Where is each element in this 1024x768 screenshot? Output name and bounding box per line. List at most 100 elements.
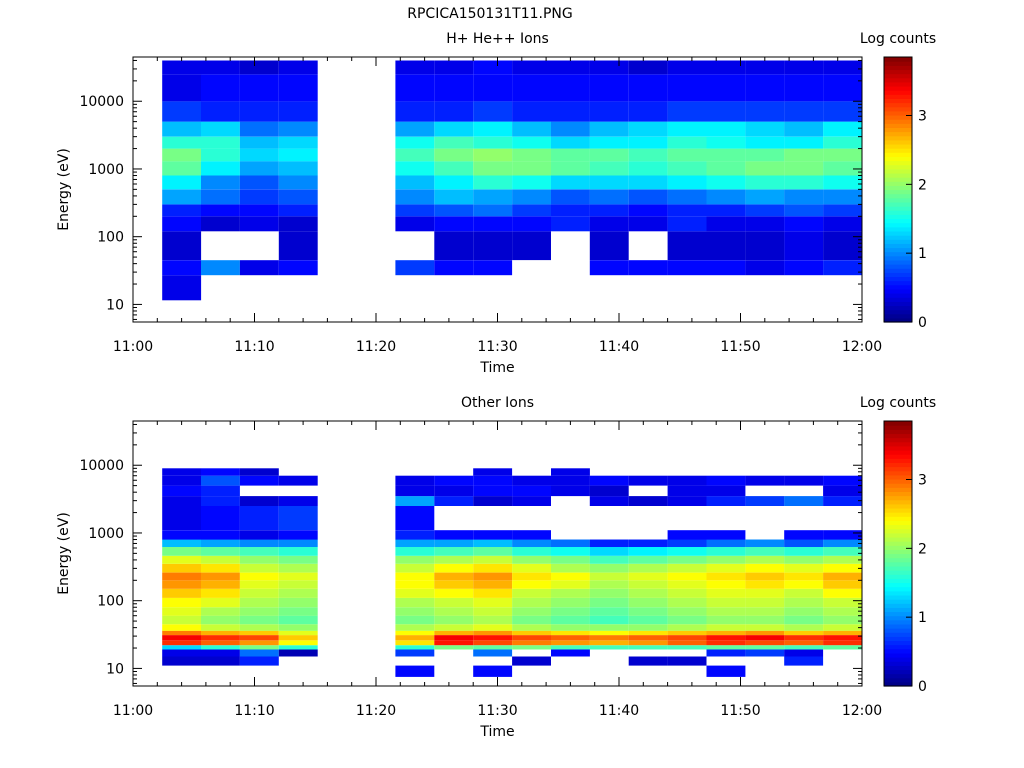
heatmap-cell: [395, 572, 435, 581]
heatmap-cell: [162, 649, 202, 657]
colorbar-step: [884, 429, 912, 435]
colorbar-step: [884, 218, 912, 224]
heatmap-cell: [706, 148, 746, 162]
heatmap-cell: [395, 121, 435, 137]
colorbar-step: [884, 243, 912, 249]
heatmap-cell: [512, 231, 551, 261]
heatmap-cell: [278, 136, 318, 149]
heatmap-cell: [706, 624, 746, 631]
heatmap-cell: [162, 496, 202, 506]
heatmap-cell: [784, 645, 824, 650]
heatmap-cell: [784, 189, 824, 205]
colorbar-step: [884, 90, 912, 95]
heatmap-cell: [512, 216, 551, 232]
heatmap-cell: [745, 597, 785, 608]
colorbar-tick-label: 1: [918, 610, 927, 626]
heatmap-cell: [551, 161, 590, 176]
heatmap-cell: [473, 74, 513, 102]
heatmap-cell: [512, 101, 551, 122]
heatmap-cell: [239, 74, 279, 102]
heatmap-cell: [395, 216, 435, 232]
x-tick-label: 11:40: [599, 703, 639, 719]
heatmap-cell: [745, 539, 785, 547]
heatmap-cell: [434, 607, 474, 616]
heatmap-cell: [162, 597, 202, 608]
heatmap-cell: [278, 101, 318, 122]
heatmap-cell: [784, 539, 824, 547]
heatmap-cell: [239, 136, 279, 149]
heatmap-cell: [278, 645, 318, 650]
heatmap-cell: [551, 588, 590, 598]
colorbar-step: [884, 268, 912, 273]
heatmap-cell: [395, 260, 435, 276]
heatmap-cell: [551, 74, 590, 102]
heatmap-cell: [706, 630, 746, 636]
colorbar-step: [884, 160, 912, 166]
heatmap-cell: [551, 148, 590, 162]
heatmap-cell: [434, 216, 474, 232]
colorbar-step: [884, 309, 912, 315]
heatmap-cell: [823, 630, 862, 636]
heatmap-cell: [201, 506, 240, 531]
heatmap-cell: [395, 547, 435, 556]
heatmap-cell: [823, 60, 862, 75]
heatmap-cell: [278, 547, 318, 556]
heatmap-cell: [667, 148, 707, 162]
heatmap-cell: [162, 101, 202, 122]
heatmap-cell: [823, 231, 862, 261]
heatmap-cell: [201, 624, 240, 631]
colorbar-step: [884, 640, 912, 646]
colorbar-step: [884, 574, 912, 579]
colorbar-step: [884, 264, 912, 269]
heatmap-cell: [628, 539, 668, 547]
colorbar-step: [884, 421, 912, 426]
heatmap-cell: [201, 656, 240, 666]
heatmap-cell: [667, 563, 707, 573]
colorbar-step: [884, 520, 912, 526]
heatmap-cell: [201, 468, 240, 476]
heatmap-cell: [551, 547, 590, 556]
y-tick-label: 1000: [88, 526, 124, 542]
colorbar-step: [884, 615, 912, 621]
y-tick-label: 1000: [88, 162, 124, 178]
x-tick-label: 11:50: [720, 703, 760, 719]
colorbar-step: [884, 607, 912, 613]
heatmap-cell: [395, 485, 435, 497]
colorbar-step: [884, 677, 912, 683]
heatmap-cell: [162, 216, 202, 232]
heatmap-cell: [667, 607, 707, 616]
heatmap-cell: [434, 630, 474, 636]
colorbar-step: [884, 168, 912, 174]
heatmap-cell: [239, 60, 279, 75]
heatmap-cell: [706, 645, 746, 650]
heatmap-cell: [628, 175, 668, 190]
heatmap-cell: [551, 475, 590, 486]
heatmap-cell: [823, 615, 862, 625]
colorbar-step: [884, 98, 912, 104]
heatmap-cell: [434, 530, 474, 540]
heatmap-cell: [201, 572, 240, 581]
colorbar-step: [884, 665, 912, 671]
y-axis-label: Energy (eV): [56, 512, 72, 595]
heatmap-cell: [823, 547, 862, 556]
heatmap-cell: [706, 615, 746, 625]
heatmap-cell: [512, 175, 551, 190]
heatmap-cell: [667, 189, 707, 205]
heatmap-cell: [395, 624, 435, 631]
heatmap-cell: [589, 615, 629, 625]
heatmap-cell: [201, 555, 240, 564]
colorbar-step: [884, 276, 912, 282]
heatmap-cell: [784, 74, 824, 102]
colorbar-step: [884, 181, 912, 186]
heatmap-cell: [162, 624, 202, 631]
heatmap-cell: [784, 630, 824, 636]
heatmap-cell: [784, 555, 824, 564]
heatmap-cell: [589, 148, 629, 162]
heatmap-cell: [473, 630, 513, 636]
heatmap-cell: [551, 580, 590, 589]
heatmap-cell: [628, 496, 668, 506]
colorbar-step: [884, 681, 912, 687]
heatmap-cell: [784, 260, 824, 276]
